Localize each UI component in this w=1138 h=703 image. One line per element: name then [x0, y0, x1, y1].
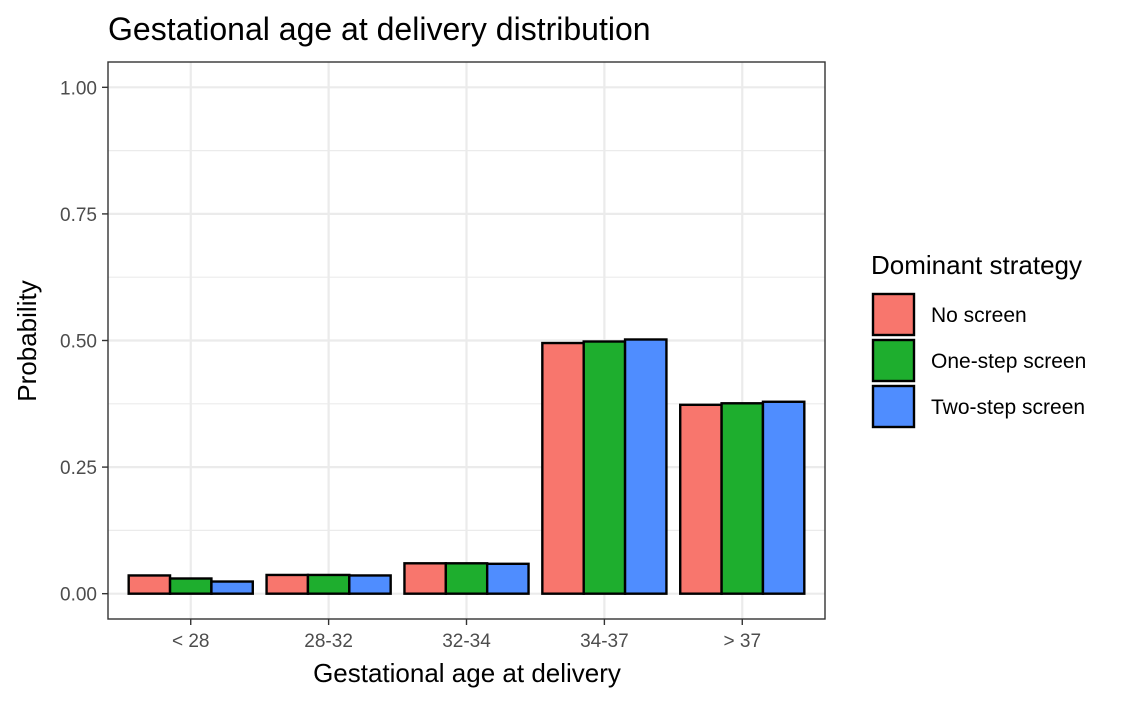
legend-key [871, 384, 916, 429]
x-axis: < 28 28-32 32-34 34-37 > 37 [172, 619, 761, 652]
bar [541, 341, 585, 595]
bar [348, 574, 392, 595]
bar [403, 562, 448, 595]
chart-title: Gestational age at delivery distribution [108, 11, 651, 47]
bar [306, 573, 351, 595]
bar [210, 580, 254, 595]
x-tick-label: > 37 [724, 631, 762, 652]
x-axis-title: Gestational age at delivery [313, 658, 621, 688]
legend-label: Two-step screen [931, 396, 1085, 419]
bar [761, 400, 806, 595]
bar [127, 574, 172, 595]
legend-label: One-step screen [931, 350, 1086, 373]
y-axis-title: Probability [12, 280, 42, 401]
bars [127, 338, 806, 595]
y-tick-label: 0.25 [60, 458, 97, 479]
y-tick-label: 1.00 [60, 78, 97, 99]
bar [582, 340, 627, 595]
y-tick-label: 0.00 [60, 585, 97, 606]
bar [444, 562, 489, 595]
x-tick-label: 34-37 [580, 631, 629, 652]
x-tick-label: 28-32 [304, 631, 353, 652]
y-tick-label: 0.75 [60, 205, 97, 226]
legend-label: No screen [931, 304, 1027, 327]
bar [679, 403, 723, 595]
y-tick-label: 0.50 [60, 332, 97, 353]
legend: Dominant strategy No screen One-step scre… [871, 250, 1086, 429]
x-tick-label: < 28 [172, 631, 210, 652]
legend-title: Dominant strategy [871, 250, 1082, 280]
bar [720, 402, 765, 595]
bar [623, 338, 668, 595]
x-tick-label: 32-34 [442, 631, 491, 652]
bar [485, 562, 530, 595]
y-axis: 0.00 0.25 0.50 0.75 1.00 [60, 78, 108, 606]
bar [168, 577, 213, 595]
legend-key [871, 292, 916, 337]
legend-key [871, 338, 916, 383]
bar [265, 573, 310, 595]
